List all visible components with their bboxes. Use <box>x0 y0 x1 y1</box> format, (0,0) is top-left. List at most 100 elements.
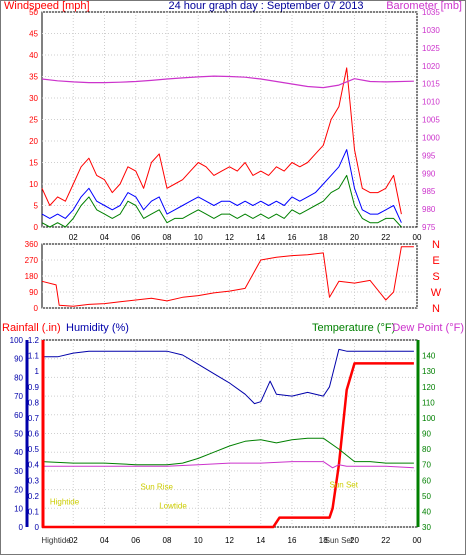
panel-rain-humidity-temp: Hightide Sun Rise Lowtide Sun Set 0 0.1 0.2 0.… <box>2 322 464 545</box>
x-tick-label: 02 <box>69 233 78 242</box>
humidity-axis-title: Humidity (%) <box>66 322 129 334</box>
panel-3-series <box>41 348 414 529</box>
y-tick-label: 1015 <box>422 80 440 89</box>
y-tick-label: 0.4 <box>28 461 40 470</box>
series-dewpoint <box>42 461 414 469</box>
y-tick-label: 990 <box>422 169 436 178</box>
x-tick-label: 12 <box>225 233 234 242</box>
rainfall-axis-title: Rainfall (.in) <box>2 322 61 334</box>
panel-3-grid <box>42 339 418 528</box>
y-tick-label: 10 <box>29 180 38 189</box>
dewpoint-axis-title: Dew Point (°F) <box>392 322 464 334</box>
y-tick-label: 360 <box>25 240 39 249</box>
y-tick-label: 0.7 <box>28 414 40 423</box>
event-axis-label: Sun Set <box>325 536 354 545</box>
chart-title: 24 hour graph day : September 07 2013 <box>168 0 363 12</box>
y-tick-label: 15 <box>29 159 38 168</box>
x-tick-label: 04 <box>100 233 109 242</box>
panel-2-left-ticks: 0 90 180 270 360 <box>25 240 39 313</box>
series-wind_direction <box>41 246 414 307</box>
y-tick-label: 70 <box>14 392 23 401</box>
y-tick-label: 0.1 <box>28 507 40 516</box>
series-rainfall <box>42 362 414 529</box>
y-tick-label: 0.8 <box>28 398 40 407</box>
y-tick-label: 1000 <box>422 133 440 142</box>
event-label: Hightide <box>50 498 80 507</box>
series-humidity <box>42 348 414 405</box>
x-tick-label: 00 <box>413 233 422 242</box>
panel-1-right-ticks: 975 980 985 990 995 1000 1005 1010 1015 1020 1025 1… <box>422 8 440 232</box>
y-tick-label: 80 <box>422 445 431 454</box>
y-tick-label: 0.6 <box>28 430 40 439</box>
x-tick-label: 06 <box>131 233 140 242</box>
series-temperature <box>41 437 414 466</box>
y-tick-label: 0 <box>34 304 39 313</box>
x-tick-label: 22 <box>381 536 390 545</box>
y-tick-label: 20 <box>29 137 38 146</box>
direction-label: N <box>432 239 440 251</box>
y-tick-label: 980 <box>422 205 436 214</box>
y-tick-label: 0 <box>35 523 40 532</box>
series-average <box>41 149 402 223</box>
direction-label: W <box>431 287 442 299</box>
event-label: Lowtide <box>159 501 187 510</box>
y-tick-label: 60 <box>14 411 23 420</box>
x-tick-label: 20 <box>350 233 359 242</box>
y-tick-label: 1010 <box>422 98 440 107</box>
y-tick-label: 1035 <box>422 8 440 17</box>
series-gust <box>41 67 402 215</box>
panel-1-x-ticks: 02 04 06 08 10 12 14 16 18 20 22 00 <box>69 233 422 242</box>
y-tick-label: 1030 <box>422 26 440 35</box>
x-tick-label: 06 <box>131 536 140 545</box>
direction-label: N <box>432 303 440 315</box>
y-tick-label: 20 <box>14 486 23 495</box>
y-tick-label: 1025 <box>422 44 440 53</box>
x-tick-label: 10 <box>194 536 203 545</box>
windspeed-axis-title: Windspeed [mph] <box>4 0 90 12</box>
y-tick-label: 270 <box>25 256 39 265</box>
y-tick-label: 1005 <box>422 116 440 125</box>
y-tick-label: 40 <box>14 448 23 457</box>
x-tick-label: 22 <box>381 233 390 242</box>
y-tick-label: 80 <box>14 373 23 382</box>
y-tick-label: 50 <box>29 8 38 17</box>
y-tick-label: 180 <box>25 272 39 281</box>
x-tick-label: 10 <box>194 233 203 242</box>
event-label: Sun Set <box>330 481 359 490</box>
y-tick-label: 0 <box>19 523 24 532</box>
y-tick-label: 995 <box>422 151 436 160</box>
y-tick-label: 0.9 <box>28 383 40 392</box>
event-axis-label: Hightide <box>41 536 71 545</box>
y-tick-label: 60 <box>422 476 431 485</box>
panel-2-series <box>41 246 414 307</box>
y-tick-label: 0.5 <box>28 445 40 454</box>
x-tick-label: 14 <box>256 536 265 545</box>
y-tick-label: 30 <box>14 467 23 476</box>
temperature-axis-title: Temperature (°F) <box>312 322 395 334</box>
x-tick-label: 00 <box>413 536 422 545</box>
y-tick-label: 1 <box>35 367 40 376</box>
x-tick-label: 08 <box>163 536 172 545</box>
y-tick-label: 1.2 <box>28 336 40 345</box>
y-tick-label: 140 <box>422 352 436 361</box>
panel-3-rain-ticks: 0 0.1 0.2 0.3 0.4 0.5 0.6 0.7 0.8 0.9 1 1.1 1.2 <box>25 336 45 532</box>
panel-3-x-ticks: 02 04 06 08 10 12 14 16 18 20 22 00 Hightide Sun Set <box>41 536 422 545</box>
direction-label: E <box>432 255 439 267</box>
panel-3-events: Hightide Sun Rise Lowtide Sun Set <box>50 481 359 511</box>
y-tick-label: 0.3 <box>28 476 40 485</box>
barometer-axis-title: Barometer [mb] <box>386 0 462 12</box>
event-label: Sun Rise <box>140 483 173 492</box>
y-tick-label: 0 <box>34 223 39 232</box>
y-tick-label: 110 <box>422 398 435 407</box>
x-tick-label: 16 <box>288 233 297 242</box>
x-tick-label: 18 <box>319 536 328 545</box>
panel-1-series <box>41 67 414 228</box>
series-low <box>41 174 402 228</box>
y-tick-label: 120 <box>422 383 436 392</box>
y-tick-label: 90 <box>422 430 431 439</box>
direction-label: S <box>432 271 439 283</box>
